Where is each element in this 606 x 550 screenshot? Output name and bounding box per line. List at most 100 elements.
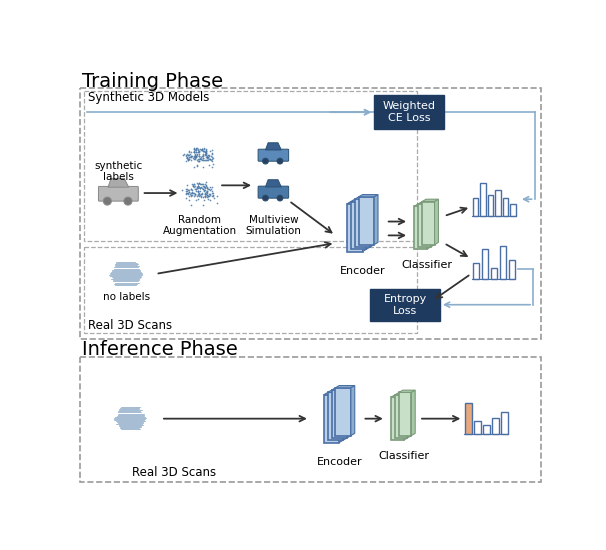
Point	[205, 154, 215, 163]
Point	[184, 155, 193, 164]
Polygon shape	[422, 199, 439, 201]
Point	[193, 146, 202, 155]
Text: Weighted
CE Loss: Weighted CE Loss	[382, 101, 436, 123]
Point	[201, 178, 211, 186]
Point	[201, 147, 211, 156]
Point	[202, 186, 212, 195]
Point	[189, 148, 199, 157]
Point	[192, 161, 202, 170]
Point	[191, 148, 201, 157]
Point	[190, 150, 200, 158]
Polygon shape	[404, 395, 407, 440]
Point	[207, 150, 216, 158]
FancyBboxPatch shape	[258, 186, 288, 198]
Point	[193, 148, 203, 157]
Point	[185, 146, 195, 155]
Point	[198, 184, 207, 193]
Point	[197, 145, 207, 153]
Point	[201, 148, 211, 157]
Point	[190, 191, 199, 200]
Polygon shape	[108, 178, 128, 187]
Bar	[415, 206, 427, 249]
Point	[207, 189, 217, 197]
Point	[203, 156, 213, 165]
Point	[186, 185, 196, 194]
Point	[207, 148, 217, 157]
Point	[200, 156, 210, 164]
Point	[191, 153, 201, 162]
Point	[202, 189, 211, 197]
Point	[207, 146, 217, 155]
Point	[202, 184, 212, 192]
Point	[201, 191, 210, 200]
Point	[207, 163, 216, 172]
Point	[201, 147, 210, 156]
Point	[205, 191, 215, 200]
Point	[198, 153, 208, 162]
Point	[195, 152, 204, 161]
Point	[190, 151, 199, 160]
Point	[189, 180, 199, 189]
Point	[184, 147, 194, 156]
Bar	[473, 263, 479, 279]
Polygon shape	[411, 390, 415, 436]
Point	[208, 153, 218, 162]
Point	[182, 154, 192, 163]
Point	[198, 155, 207, 164]
Point	[199, 186, 208, 195]
Point	[193, 144, 202, 153]
Point	[207, 156, 216, 165]
Point	[191, 191, 201, 200]
Polygon shape	[347, 201, 367, 204]
Point	[199, 185, 209, 194]
Point	[202, 152, 211, 161]
Bar	[391, 397, 404, 440]
Point	[207, 152, 216, 161]
Bar	[395, 395, 407, 438]
Point	[203, 191, 213, 200]
Point	[184, 151, 194, 160]
Point	[190, 182, 200, 190]
Point	[188, 151, 198, 160]
Polygon shape	[362, 201, 367, 251]
Point	[191, 145, 201, 154]
Point	[195, 183, 204, 191]
Point	[200, 183, 210, 192]
Point	[204, 151, 214, 160]
Bar	[465, 403, 471, 434]
Point	[205, 186, 215, 195]
Point	[200, 190, 210, 199]
Point	[193, 186, 203, 195]
Point	[193, 156, 203, 165]
Point	[186, 191, 196, 200]
Point	[195, 186, 205, 195]
Point	[188, 153, 198, 162]
Bar	[351, 201, 367, 249]
Point	[201, 148, 210, 157]
Circle shape	[262, 195, 268, 201]
Point	[188, 181, 198, 190]
Point	[198, 192, 208, 201]
Point	[189, 145, 199, 153]
Point	[182, 185, 191, 194]
Bar	[347, 204, 362, 251]
Point	[182, 150, 191, 159]
Point	[191, 152, 201, 161]
Point	[191, 147, 201, 156]
Text: Multiview
Simulation: Multiview Simulation	[245, 214, 301, 236]
Point	[195, 157, 204, 166]
Point	[195, 146, 204, 155]
Point	[201, 146, 211, 155]
Point	[196, 155, 206, 163]
Point	[196, 192, 205, 201]
Point	[202, 153, 211, 162]
Bar	[81, 357, 541, 482]
Bar	[328, 393, 343, 440]
Bar	[495, 190, 501, 216]
Point	[195, 151, 204, 160]
Point	[201, 182, 211, 191]
Point	[202, 156, 212, 164]
Point	[189, 147, 199, 156]
Point	[202, 153, 211, 162]
Point	[189, 188, 199, 197]
